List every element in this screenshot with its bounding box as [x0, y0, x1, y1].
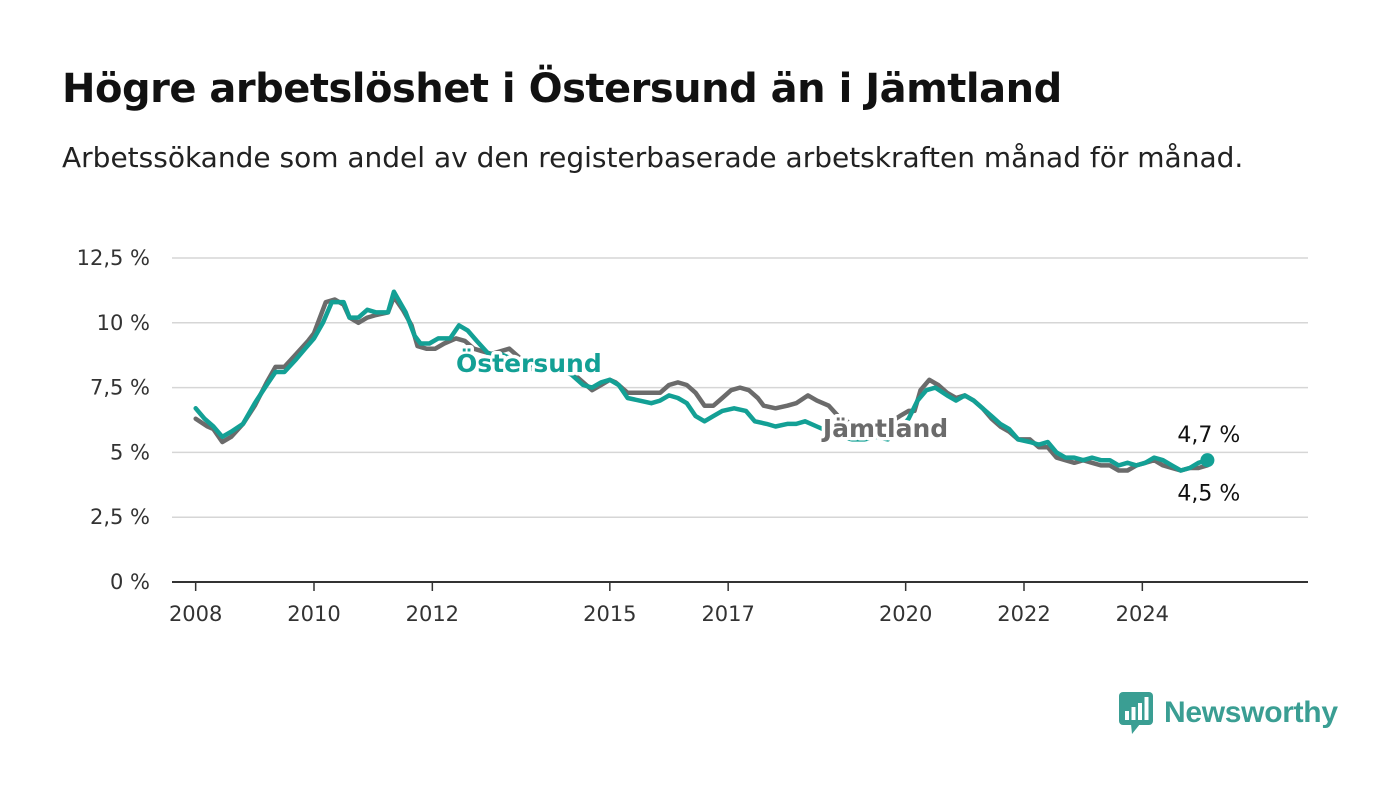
- annotations: Östersund Jämtland 4,7 % 4,5 %: [453, 345, 1243, 509]
- series-line-östersund: [193, 289, 1210, 473]
- series-label-ostersund: Östersund: [456, 348, 602, 378]
- x-tick-label: 2022: [997, 602, 1050, 626]
- x-tick-label: 2008: [169, 602, 222, 626]
- y-tick-label: 0 %: [110, 570, 150, 594]
- x-tick-label: 2017: [701, 602, 754, 626]
- chart-subtitle: Arbetssökande som andel av den registerb…: [62, 141, 1244, 174]
- series-lines: [193, 289, 1210, 473]
- y-tick-label: 12,5 %: [77, 246, 150, 270]
- y-tick-label: 2,5 %: [90, 505, 150, 529]
- x-tick-label: 2024: [1116, 602, 1169, 626]
- x-tick-label: 2020: [879, 602, 932, 626]
- series-label-jamtland: Jämtland: [821, 414, 948, 443]
- brand-name: Newsworthy: [1164, 696, 1338, 729]
- y-tick-label: 7,5 %: [90, 376, 150, 400]
- end-value-ostersund: 4,7 %: [1177, 423, 1240, 448]
- x-tick-label: 2012: [406, 602, 459, 626]
- end-marker-ostersund: [1200, 453, 1215, 468]
- axes: 0 % 2,5 % 5 % 7,5 % 10 % 12,5 % 2008 2010 2012 20…: [77, 246, 1308, 626]
- y-tick-label: 10 %: [97, 311, 150, 335]
- chart-speech-bubble-icon: [1119, 692, 1153, 734]
- x-tick-label: 2010: [287, 602, 340, 626]
- y-tick-label: 5 %: [110, 440, 150, 464]
- x-tick-label: 2015: [583, 602, 636, 626]
- series-line-jämtland: [193, 294, 1210, 473]
- end-value-jamtland: 4,5 %: [1177, 481, 1240, 506]
- chart-title: Högre arbetslöshet i Östersund än i Jämt…: [62, 66, 1062, 112]
- newsworthy-logo: Newsworthy: [1118, 690, 1338, 736]
